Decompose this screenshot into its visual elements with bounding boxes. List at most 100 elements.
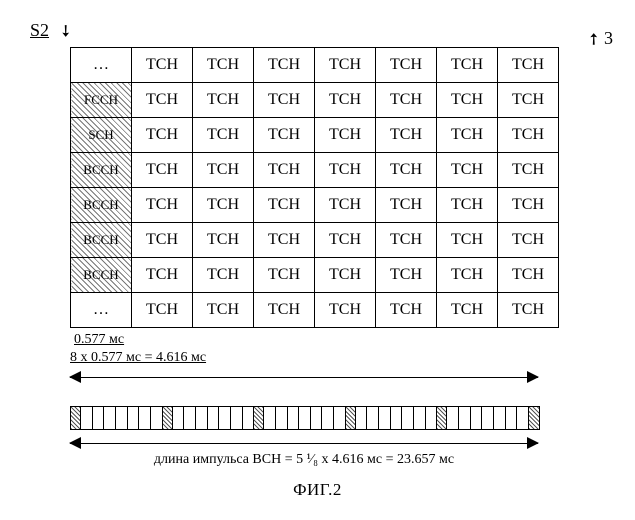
tch-cell: TCH (315, 118, 376, 153)
slot-cell (104, 407, 116, 429)
figure-caption: ФИГ.2 (30, 480, 605, 500)
tch-cell: TCH (132, 83, 193, 118)
slot-cell (196, 407, 208, 429)
slot-cell (471, 407, 483, 429)
tch-cell: TCH (132, 118, 193, 153)
tch-cell: TCH (132, 153, 193, 188)
control-channel-cell: BCCH (71, 188, 132, 223)
frame-length-arrow (70, 368, 538, 386)
slot-cell (208, 407, 220, 429)
control-channel-cell: BCCH (71, 258, 132, 293)
frame-table: …TCHTCHTCHTCHTCHTCHTCHFCCHTCHTCHTCHTCHTC… (70, 47, 559, 328)
tch-cell: TCH (376, 83, 437, 118)
bch-slot-cell (437, 407, 447, 429)
tch-cell: TCH (254, 118, 315, 153)
tch-cell: TCH (315, 293, 376, 328)
bch-slot-cell (254, 407, 264, 429)
three-arrow-icon: ➚ (581, 27, 605, 51)
tch-cell: TCH (437, 293, 498, 328)
slot-cell (116, 407, 128, 429)
tch-cell: TCH (376, 48, 437, 83)
tch-cell: TCH (437, 83, 498, 118)
slot-cell (173, 407, 185, 429)
slot-cell (517, 407, 529, 429)
tch-cell: TCH (193, 153, 254, 188)
slot-cell (311, 407, 323, 429)
slot-cell (322, 407, 334, 429)
slot-cell (151, 407, 163, 429)
control-channel-cell: BCCH (71, 223, 132, 258)
slot-cell (139, 407, 151, 429)
slot-cell (414, 407, 426, 429)
slot-cell (81, 407, 93, 429)
tch-cell: TCH (437, 48, 498, 83)
bch-length-label: длина импульса BCH = 5 ¹⁄₈ x 4.616 мс = … (70, 452, 538, 468)
tch-cell: TCH (498, 118, 559, 153)
slot-dimension: 0.577 мс 8 x 0.577 мс = 4.616 мс (70, 332, 538, 386)
bch-slot-cell (529, 407, 539, 429)
tch-cell: TCH (498, 153, 559, 188)
tch-cell: TCH (193, 118, 254, 153)
tch-cell: TCH (315, 188, 376, 223)
control-channel-cell: … (71, 48, 132, 83)
slot-cell (243, 407, 255, 429)
tch-cell: TCH (315, 153, 376, 188)
slot-cell (402, 407, 414, 429)
tch-cell: TCH (437, 153, 498, 188)
tch-cell: TCH (254, 153, 315, 188)
tch-cell: TCH (376, 223, 437, 258)
tch-cell: TCH (254, 188, 315, 223)
figure-wrap: S2 ➘ ➚3 …TCHTCHTCHTCHTCHTCHTCHFCCHTCHTCH… (30, 20, 605, 500)
tch-cell: TCH (498, 293, 559, 328)
tch-cell: TCH (193, 223, 254, 258)
slot-cell (494, 407, 506, 429)
tch-cell: TCH (498, 258, 559, 293)
slot-cell (506, 407, 518, 429)
tch-cell: TCH (376, 118, 437, 153)
tch-cell: TCH (254, 83, 315, 118)
tch-cell: TCH (376, 188, 437, 223)
control-channel-cell: … (71, 293, 132, 328)
slot-cell (367, 407, 379, 429)
label-s2: S2 (30, 20, 49, 41)
tch-cell: TCH (132, 293, 193, 328)
control-channel-cell: BCCH (71, 153, 132, 188)
tch-cell: TCH (315, 83, 376, 118)
tch-cell: TCH (498, 223, 559, 258)
slot-cell (459, 407, 471, 429)
tch-cell: TCH (376, 258, 437, 293)
label-3-text: 3 (604, 28, 613, 48)
slot-cell (379, 407, 391, 429)
tch-cell: TCH (498, 83, 559, 118)
tch-cell: TCH (193, 293, 254, 328)
slot-cell (276, 407, 288, 429)
slot-cell (299, 407, 311, 429)
tch-cell: TCH (376, 293, 437, 328)
bch-slot-cell (346, 407, 356, 429)
tch-cell: TCH (437, 223, 498, 258)
tch-cell: TCH (132, 188, 193, 223)
slot-cell (128, 407, 140, 429)
slot-cell (231, 407, 243, 429)
slot-cell (334, 407, 346, 429)
tch-cell: TCH (315, 258, 376, 293)
tch-cell: TCH (254, 223, 315, 258)
bch-slot-cell (71, 407, 81, 429)
slot-cell (356, 407, 368, 429)
tch-cell: TCH (315, 48, 376, 83)
bch-dimension: длина импульса BCH = 5 ¹⁄₈ x 4.616 мс = … (70, 434, 538, 468)
tch-cell: TCH (193, 188, 254, 223)
tch-cell: TCH (315, 223, 376, 258)
tch-cell: TCH (254, 293, 315, 328)
slot-cell (264, 407, 276, 429)
slot-cell (482, 407, 494, 429)
tch-cell: TCH (193, 83, 254, 118)
slot-cell (93, 407, 105, 429)
tch-cell: TCH (254, 258, 315, 293)
slot-length-label: 0.577 мс (74, 332, 538, 348)
slot-cell (288, 407, 300, 429)
tch-cell: TCH (193, 258, 254, 293)
control-channel-cell: FCCH (71, 83, 132, 118)
frame-length-label: 8 x 0.577 мс = 4.616 мс (70, 350, 538, 366)
slot-cell (426, 407, 438, 429)
